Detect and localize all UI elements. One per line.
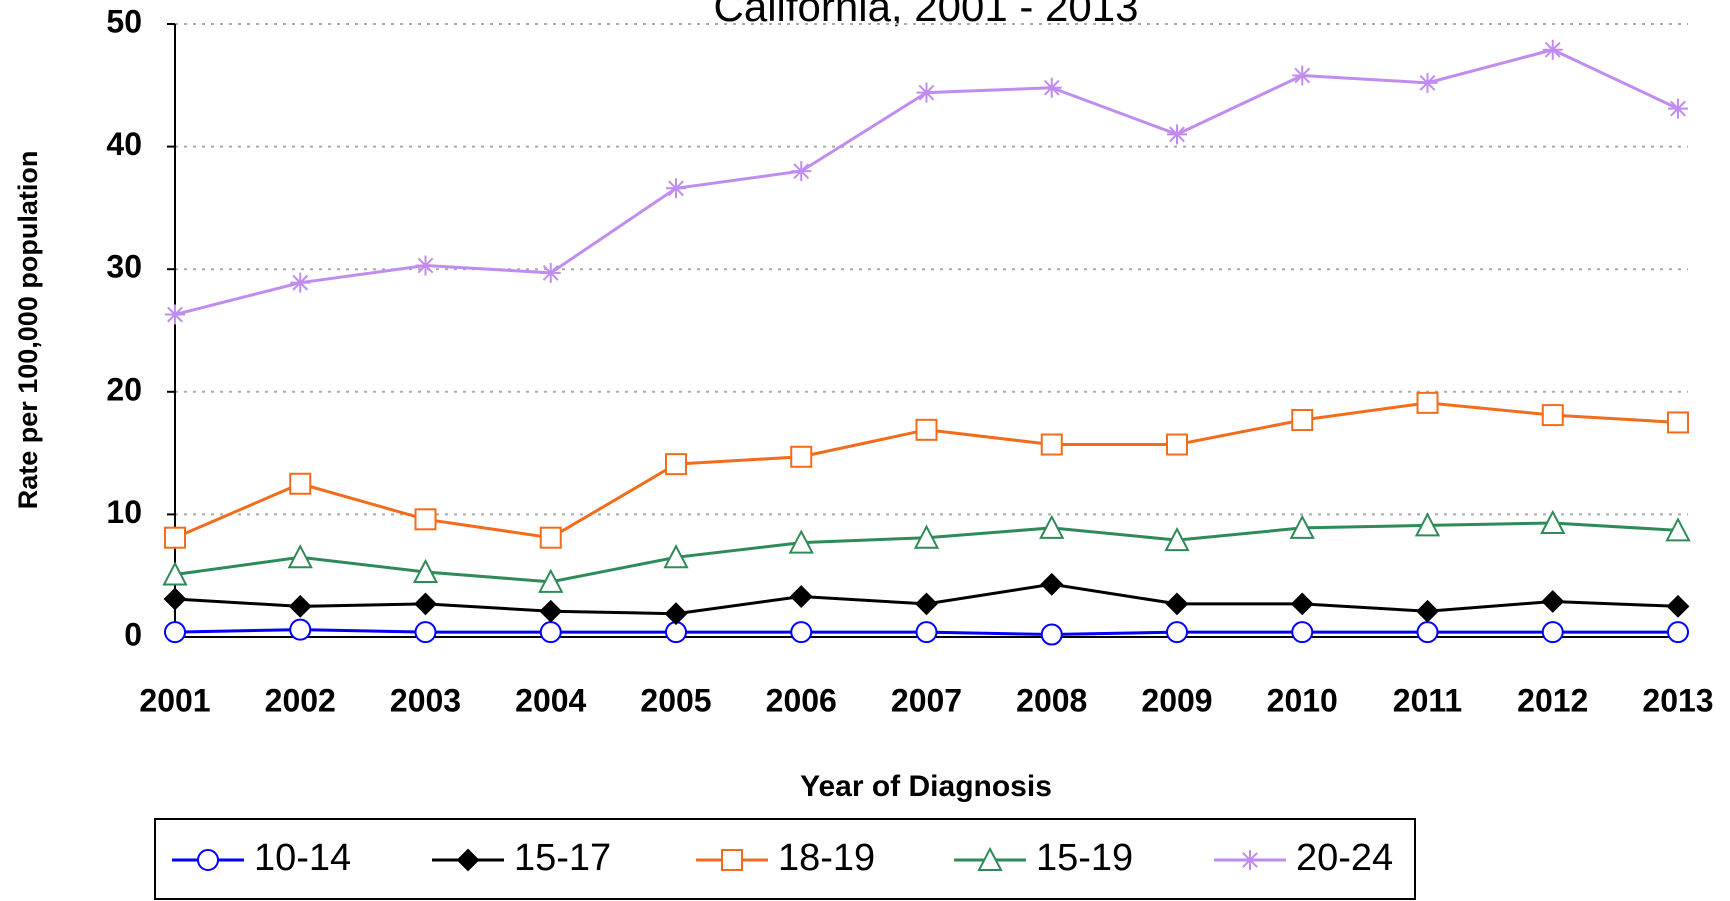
y-tick-label: 40 bbox=[106, 126, 142, 162]
marker bbox=[1665, 517, 1691, 542]
marker bbox=[790, 445, 813, 468]
marker bbox=[663, 544, 689, 569]
marker bbox=[1416, 599, 1439, 623]
marker bbox=[164, 526, 186, 549]
marker bbox=[1416, 621, 1439, 644]
x-tick-label: 2008 bbox=[1016, 682, 1087, 718]
legend-box bbox=[154, 818, 1416, 900]
x-tick-label: 2003 bbox=[390, 682, 461, 718]
legend-label: 10-14 bbox=[254, 837, 351, 879]
legend-label: 15-19 bbox=[1036, 837, 1133, 879]
marker bbox=[915, 621, 938, 644]
y-tick-label: 10 bbox=[106, 494, 142, 530]
marker bbox=[538, 568, 564, 593]
marker bbox=[1291, 408, 1314, 431]
legend-label: 18-19 bbox=[778, 837, 875, 879]
marker bbox=[788, 529, 814, 554]
marker bbox=[165, 304, 185, 325]
marker bbox=[456, 848, 480, 872]
marker bbox=[721, 849, 743, 871]
x-tick-label: 2004 bbox=[515, 682, 586, 718]
marker bbox=[288, 594, 312, 618]
y-tick-label: 50 bbox=[106, 3, 142, 39]
marker bbox=[539, 599, 563, 623]
marker bbox=[1240, 850, 1260, 870]
marker bbox=[790, 621, 813, 644]
y-axis-title: Rate per 100,000 population bbox=[13, 151, 43, 510]
marker bbox=[1667, 411, 1689, 434]
marker bbox=[789, 585, 813, 608]
y-tick-label: 20 bbox=[106, 371, 142, 407]
marker bbox=[539, 621, 562, 644]
marker bbox=[1542, 39, 1563, 60]
x-tick-label: 2007 bbox=[891, 682, 962, 718]
marker bbox=[1666, 594, 1690, 618]
x-tick-label: 2013 bbox=[1642, 682, 1713, 718]
marker bbox=[415, 255, 436, 276]
marker bbox=[1166, 433, 1188, 456]
marker bbox=[977, 846, 1003, 871]
marker bbox=[540, 262, 561, 283]
marker bbox=[791, 161, 812, 182]
marker bbox=[1541, 590, 1565, 613]
marker bbox=[1541, 404, 1564, 427]
marker bbox=[1041, 77, 1062, 98]
marker bbox=[414, 592, 437, 616]
x-tick-label: 2010 bbox=[1267, 682, 1338, 718]
marker bbox=[1040, 623, 1063, 646]
marker bbox=[414, 621, 437, 644]
y-tick-label: 30 bbox=[106, 249, 142, 285]
x-axis-title: Year of Diagnosis bbox=[800, 770, 1052, 803]
marker bbox=[539, 526, 562, 549]
x-tick-label: 2001 bbox=[139, 682, 210, 718]
x-tick-label: 2012 bbox=[1517, 682, 1588, 718]
marker bbox=[664, 602, 688, 626]
marker bbox=[289, 618, 312, 641]
marker bbox=[916, 82, 937, 103]
marker bbox=[913, 524, 940, 549]
marker bbox=[1291, 621, 1314, 644]
marker bbox=[1414, 512, 1441, 537]
marker bbox=[1668, 98, 1688, 119]
marker bbox=[1541, 621, 1564, 644]
x-tick-label: 2006 bbox=[766, 682, 837, 718]
marker bbox=[290, 272, 311, 293]
marker bbox=[1039, 514, 1065, 539]
marker bbox=[1165, 592, 1189, 616]
marker bbox=[1040, 572, 1064, 596]
marker bbox=[1040, 433, 1063, 456]
x-tick-label: 2011 bbox=[1393, 682, 1462, 718]
marker bbox=[1290, 592, 1314, 616]
marker bbox=[162, 561, 188, 586]
legend-label: 20-24 bbox=[1296, 837, 1393, 879]
marker bbox=[915, 592, 938, 616]
chart-title: California, 2001 - 2013 bbox=[714, 0, 1139, 30]
marker bbox=[1164, 526, 1190, 552]
marker bbox=[1289, 514, 1315, 539]
legend-label: 15-17 bbox=[514, 837, 611, 879]
marker bbox=[915, 418, 938, 441]
marker bbox=[666, 178, 686, 199]
x-tick-label: 2009 bbox=[1141, 682, 1212, 718]
x-tick-label: 2002 bbox=[265, 682, 336, 718]
marker bbox=[414, 508, 437, 531]
marker bbox=[289, 472, 312, 495]
marker bbox=[1167, 124, 1187, 145]
y-tick-label: 0 bbox=[124, 616, 142, 652]
marker bbox=[1292, 65, 1313, 86]
marker bbox=[1667, 621, 1689, 644]
marker bbox=[164, 621, 186, 644]
marker bbox=[197, 849, 219, 871]
marker bbox=[1540, 509, 1566, 534]
marker bbox=[1417, 72, 1438, 93]
marker bbox=[412, 558, 439, 584]
marker bbox=[1166, 621, 1188, 644]
x-tick-label: 2005 bbox=[640, 682, 711, 718]
marker bbox=[665, 453, 687, 476]
marker bbox=[287, 544, 313, 569]
marker bbox=[163, 587, 187, 611]
marker bbox=[1416, 391, 1439, 414]
